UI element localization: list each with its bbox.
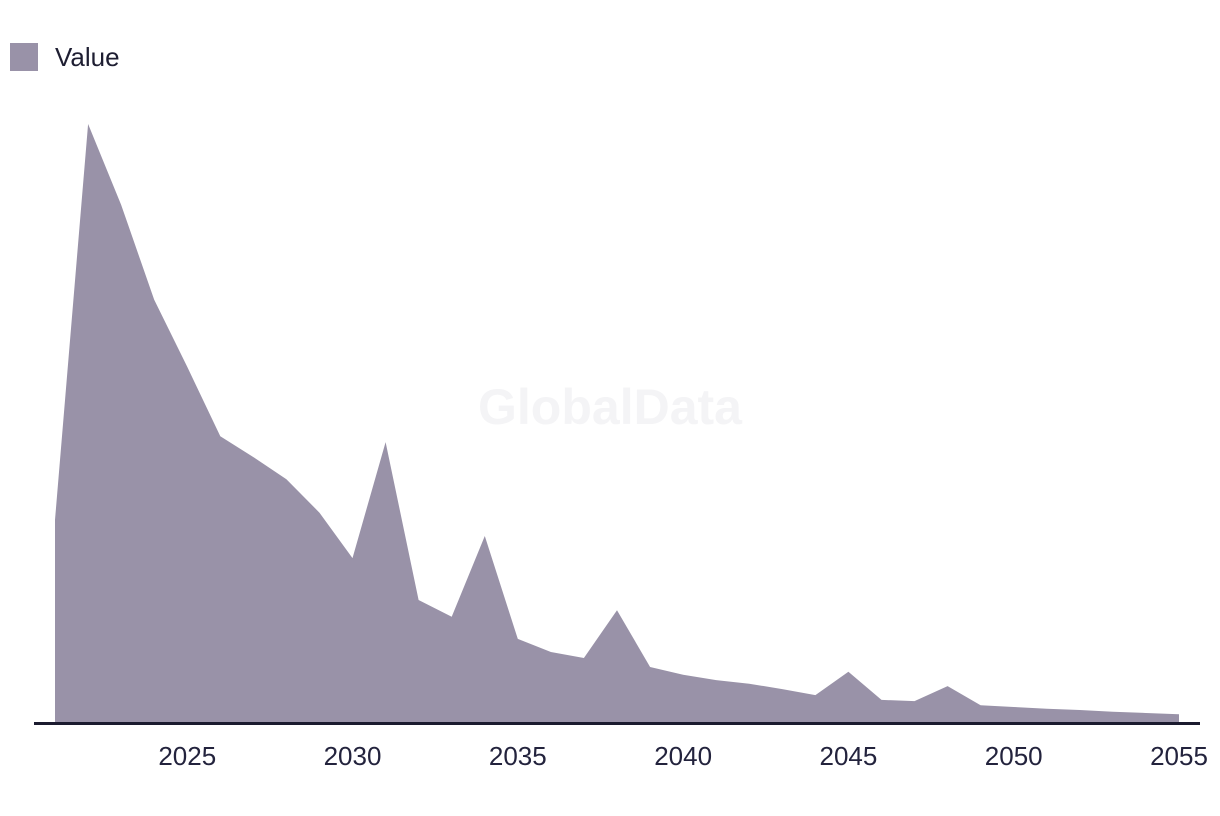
legend-swatch-value[interactable] (10, 43, 38, 71)
area-series-value[interactable] (55, 124, 1179, 722)
watermark: GlobalData (478, 379, 742, 435)
x-tick-label: 2040 (654, 741, 713, 771)
x-axis-ticks: 2025 2030 2035 2040 2045 2050 2055 (0, 741, 1220, 775)
legend: Value (10, 43, 120, 71)
x-tick-label: 2055 (1150, 741, 1208, 771)
x-tick-label: 2030 (323, 741, 382, 771)
x-axis-line (34, 722, 1200, 725)
x-tick-label: 2050 (984, 741, 1043, 771)
x-tick-label: 2025 (158, 741, 217, 771)
x-tick-label: 2045 (819, 741, 878, 771)
legend-label[interactable]: Value (55, 42, 120, 72)
x-tick-label: 2035 (488, 741, 547, 771)
